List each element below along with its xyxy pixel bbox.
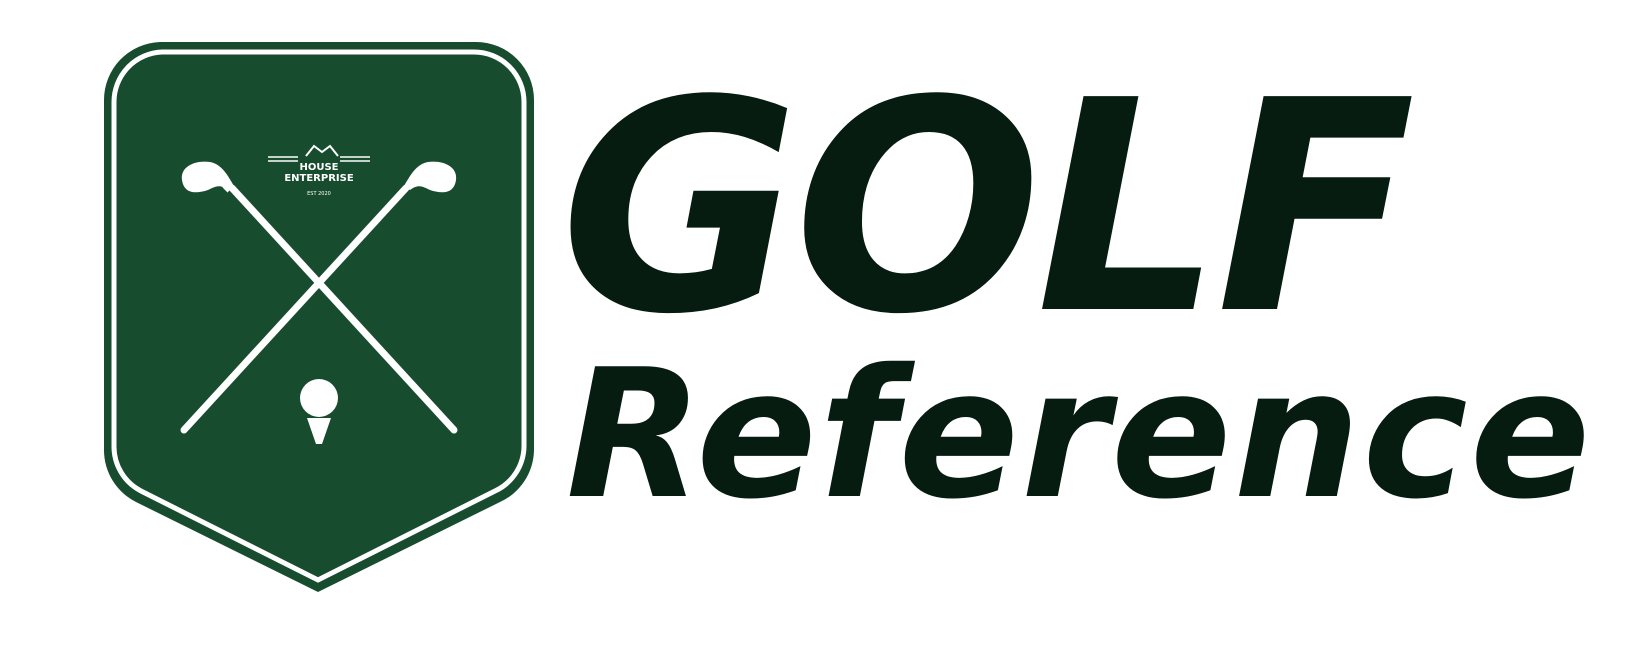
crest-badge: HOUSE ENTERPRISE EST 2020 <box>103 42 535 592</box>
golf-club-icon <box>180 161 457 434</box>
crest-enterprise-label: ENTERPRISE <box>284 173 354 184</box>
crest-est-label: EST 2020 <box>307 191 331 197</box>
crest-white-band <box>111 49 527 583</box>
house-roof-icon <box>268 144 370 162</box>
crest-house-label: HOUSE <box>299 162 338 173</box>
golf-club-icon <box>181 161 458 434</box>
crest-inner-shield <box>121 60 516 570</box>
brand-title: GOLF <box>560 38 1415 378</box>
brand-subtitle: Reference <box>566 331 1593 538</box>
golf-ball-on-tee-icon <box>300 379 338 444</box>
